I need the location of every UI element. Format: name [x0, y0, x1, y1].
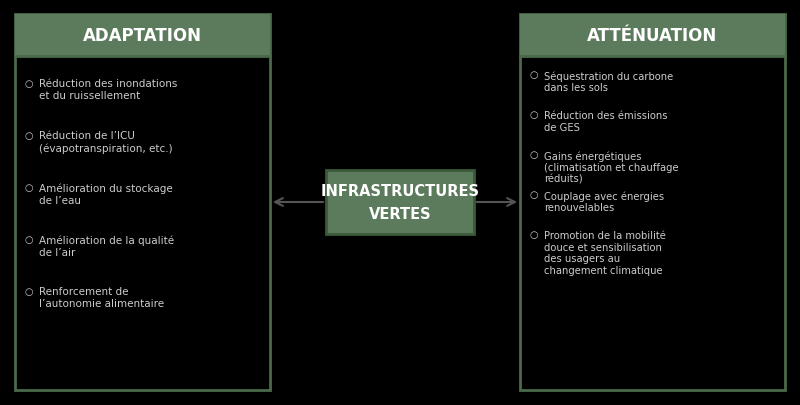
Text: ATTÉNUATION: ATTÉNUATION — [587, 27, 718, 45]
Text: ○: ○ — [530, 70, 538, 80]
Text: ○: ○ — [25, 183, 34, 192]
Text: Amélioration de la qualité
de l’air: Amélioration de la qualité de l’air — [39, 234, 174, 257]
Text: ADAPTATION: ADAPTATION — [83, 27, 202, 45]
Text: INFRASTRUCTURES
VERTES: INFRASTRUCTURES VERTES — [321, 184, 479, 221]
Text: Renforcement de
l’autonomie alimentaire: Renforcement de l’autonomie alimentaire — [39, 286, 164, 309]
Bar — [15, 15, 270, 390]
Text: ○: ○ — [530, 190, 538, 200]
Text: ○: ○ — [530, 230, 538, 239]
Bar — [15, 15, 270, 57]
Text: ○: ○ — [530, 149, 538, 160]
Text: Réduction des émissions
de GES: Réduction des émissions de GES — [544, 111, 667, 132]
Bar — [326, 171, 474, 234]
Text: Promotion de la mobilité
douce et sensibilisation
des usagers au
changement clim: Promotion de la mobilité douce et sensib… — [544, 230, 666, 275]
Text: ○: ○ — [530, 110, 538, 120]
Text: Réduction de l’ICU
(évapotranspiration, etc.): Réduction de l’ICU (évapotranspiration, … — [39, 131, 173, 153]
Text: Réduction des inondations
et du ruissellement: Réduction des inondations et du ruissell… — [39, 79, 178, 101]
Bar — [520, 15, 785, 57]
Text: ○: ○ — [25, 79, 34, 89]
Text: Couplage avec énergies
renouvelables: Couplage avec énergies renouvelables — [544, 190, 664, 213]
Text: Séquestration du carbone
dans les sols: Séquestration du carbone dans les sols — [544, 71, 674, 93]
Text: Amélioration du stockage
de l’eau: Amélioration du stockage de l’eau — [39, 183, 173, 205]
Bar — [520, 15, 785, 390]
Text: ○: ○ — [25, 234, 34, 244]
Text: Gains énergétiques
(climatisation et chauffage
réduits): Gains énergétiques (climatisation et cha… — [544, 151, 678, 184]
Text: ○: ○ — [25, 286, 34, 296]
Text: ○: ○ — [25, 131, 34, 141]
